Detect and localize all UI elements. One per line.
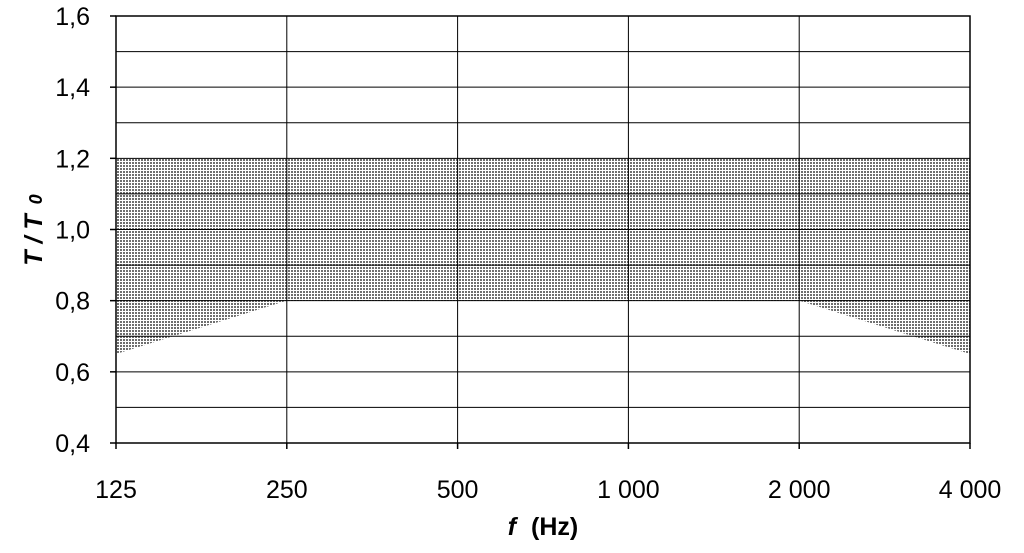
y-axis-title: T / T 0 [20,194,48,265]
tolerance-band [116,158,970,355]
y-axis-separator: / [20,233,48,244]
x-axis-title: f (Hz) [508,513,579,541]
y-axis-subscript: 0 [26,194,46,204]
y-tick-label: 1,6 [55,3,90,31]
x-tick-label: 4 000 [939,476,1002,504]
x-axis-variable: f [508,513,519,541]
grid-layer [115,15,971,444]
y-tick-label: 1,2 [55,145,90,173]
x-tick-label: 1 000 [597,476,660,504]
y-tick-label: 0,4 [55,430,90,458]
x-tick-label: 250 [266,476,308,504]
tolerance-band-layer [116,158,970,355]
x-tick-label: 500 [437,476,479,504]
y-tick-label: 1,0 [55,217,90,245]
y-axis-variable: T [20,248,48,266]
x-tick-label: 125 [95,476,137,504]
y-tick-label: 0,6 [55,359,90,387]
y-axis-variable-2: T [20,212,48,230]
x-axis-unit: (Hz) [531,513,578,541]
y-tick-label: 0,8 [55,288,90,316]
tick-label-layer: 0,4 0,6 0,8 1,0 1,2 1,4 1,6 125 250 500 1 000 2 000… [55,3,1001,504]
y-tick-label: 1,4 [55,74,90,102]
axis-layer [110,15,971,449]
x-tick-label: 2 000 [768,476,831,504]
